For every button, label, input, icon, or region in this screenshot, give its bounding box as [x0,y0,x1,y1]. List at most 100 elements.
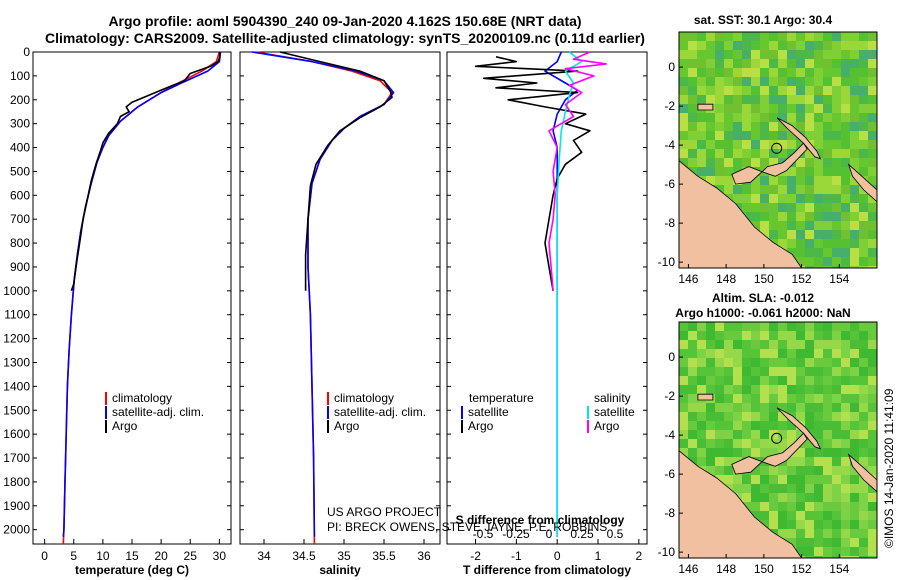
map-cell [724,59,733,68]
map-cell [868,538,877,547]
map-cell [679,122,688,131]
map-cell [760,421,769,430]
map-cell [697,113,706,122]
map-cell [688,394,697,403]
map-cell [832,430,841,439]
map-cell [823,511,832,520]
map-cell [850,104,859,113]
map-cell [796,466,805,475]
map-cell [778,41,787,50]
map-cell [706,41,715,50]
map-cell [859,430,868,439]
map-cell [823,340,832,349]
map-cell [706,158,715,167]
map-cell [724,158,733,167]
map-cell [814,230,823,239]
map-cell [832,349,841,358]
map-cell [814,212,823,221]
map-cell [769,185,778,194]
map-cell [796,394,805,403]
map-cell [796,430,805,439]
map-cell [868,131,877,140]
map-cell [751,185,760,194]
map-cell [787,176,796,185]
map-cell [760,493,769,502]
map-cell [832,538,841,547]
map-cell [760,194,769,203]
map-cell [697,158,706,167]
map-cell [850,493,859,502]
map-cell [796,248,805,257]
map-cell [706,358,715,367]
map-ytick-label: -4 [664,138,675,152]
map-cell [751,194,760,203]
depth-tick-label: 1700 [3,451,30,465]
map-cell [850,32,859,41]
map-cell [724,394,733,403]
map-cell [796,95,805,104]
map-cell [724,68,733,77]
map-cell [850,122,859,131]
map-cell [841,322,850,331]
map-cell [814,358,823,367]
map-cell [859,86,868,95]
new-ireland-island [776,117,822,160]
map-cell [814,203,823,212]
map-cell [778,113,787,122]
map-cell [859,421,868,430]
map-cell [679,367,688,376]
map-cell [787,140,796,149]
map-cell [859,248,868,257]
map-cell [751,50,760,59]
map-cell [760,358,769,367]
map-cell [706,32,715,41]
map-cell [769,349,778,358]
map-cell [724,430,733,439]
map-cell [823,68,832,77]
map-cell [832,457,841,466]
map-cell [778,95,787,104]
map-cell [823,131,832,140]
map-cell [841,394,850,403]
map-cell [850,203,859,212]
map-cell [787,59,796,68]
map-cell [724,331,733,340]
map-cell [787,203,796,212]
map-cell [715,367,724,376]
map-cell [868,448,877,457]
map-cell [760,394,769,403]
map-cell [814,167,823,176]
map-cell [778,520,787,529]
map-cell [841,403,850,412]
map-cell [796,520,805,529]
map-cell [850,340,859,349]
map-cell [832,340,841,349]
map-cell [805,32,814,41]
map-cell [796,239,805,248]
map-cell [787,394,796,403]
map-cell [715,457,724,466]
map-cell [751,32,760,41]
map-cell [796,538,805,547]
map-cell [796,457,805,466]
map-cell [778,203,787,212]
map-cell [733,185,742,194]
map-cell [796,493,805,502]
map-cell [787,221,796,230]
map-cell [769,340,778,349]
map-cell [868,466,877,475]
map-cell [805,131,814,140]
map-cell [823,95,832,104]
map-cell [715,32,724,41]
map-cell [850,421,859,430]
map-cell [769,203,778,212]
map-cell [823,248,832,257]
map-cell [787,331,796,340]
temperature-xtick-label: 15 [125,549,139,563]
new-ireland-island [776,407,822,450]
salinity-series-climatology [255,51,393,545]
map-cell [706,77,715,86]
map-cell [751,221,760,230]
map-cell [850,221,859,230]
map-cell [850,149,859,158]
